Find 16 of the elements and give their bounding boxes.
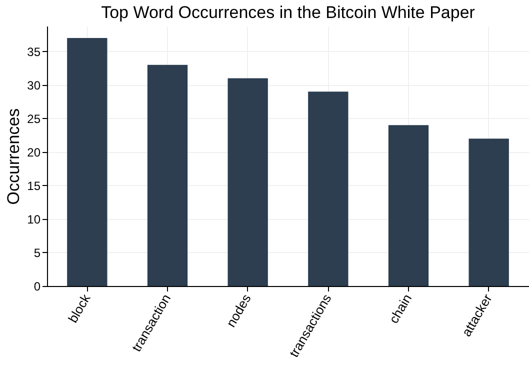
y-tick-label: 20 [27, 145, 41, 160]
y-tick-label: 5 [34, 246, 41, 260]
bar [388, 125, 429, 286]
y-tick-label: 0 [34, 280, 41, 294]
y-tick-label: 30 [27, 78, 41, 92]
y-tick-label: 10 [27, 212, 41, 226]
y-tick-label: 15 [27, 178, 41, 193]
y-tick-label: 25 [27, 112, 41, 126]
bar [228, 78, 268, 286]
y-axis-title: Occurrences [4, 108, 24, 205]
chart-title: Top Word Occurrences in the Bitcoin White Paper [101, 3, 476, 22]
bar [67, 38, 108, 286]
bar [147, 64, 188, 286]
bar [308, 92, 348, 286]
y-tick-label: 35 [27, 44, 41, 59]
bar [468, 138, 509, 286]
